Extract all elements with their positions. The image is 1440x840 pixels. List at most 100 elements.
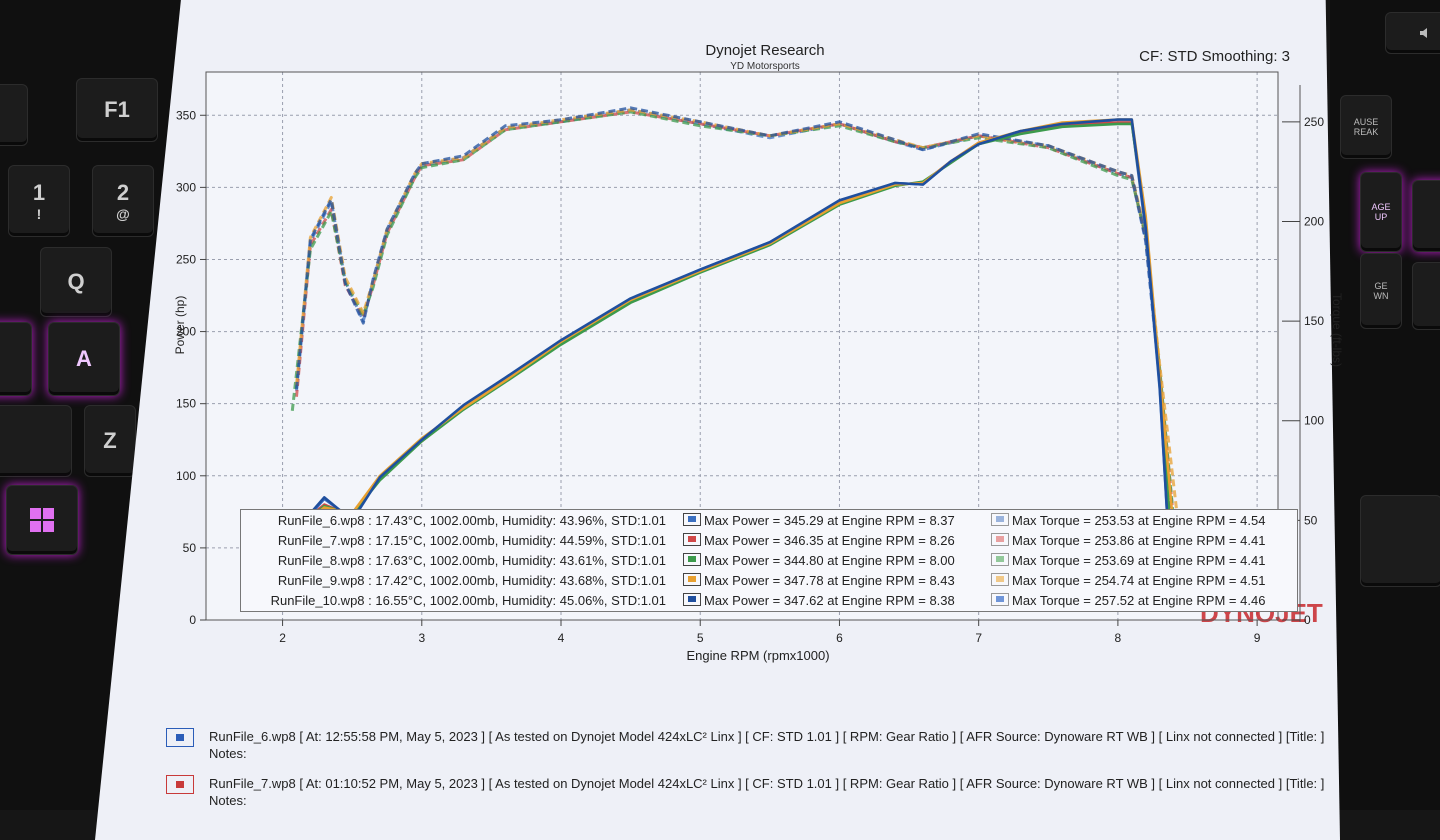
key-1-label: 1 (32, 180, 46, 205)
key-2: 2 @ (92, 165, 154, 237)
torque-swatch (991, 513, 1009, 526)
key-edge-3 (1360, 495, 1440, 587)
legend-torque-text: Max Torque = 254.74 at Engine RPM = 4.51 (1012, 573, 1266, 588)
key-q: Q (40, 247, 112, 317)
torque-line-9 (295, 108, 1180, 521)
y-axis-label-right: Torque (ft-lbs) (1330, 293, 1344, 367)
key-q-label: Q (67, 269, 85, 294)
x-tick-label: 4 (558, 631, 565, 645)
key-pagedown-label2: WN (1373, 291, 1389, 301)
power-swatch-fill (688, 576, 696, 582)
note-label-2: Notes: (209, 793, 247, 808)
torque-swatch-fill (996, 536, 1004, 542)
legend-power-entry: Max Power = 347.62 at Engine RPM = 8.38 (683, 593, 955, 608)
dyno-chart: DYNOJET 2 3 4 5 6 7 8 9050100150200250300350050… (173, 42, 1344, 663)
legend-run-text: RunFile_9.wp8 : 17.42°C, 1002.00mb, Humi… (277, 573, 666, 588)
legend-torque-text: Max Torque = 253.86 at Engine RPM = 4.41 (1012, 533, 1266, 548)
key-pause-break: AUSE REAK (1340, 95, 1392, 159)
torque-line-7 (295, 110, 1176, 521)
key-f1: F1 (76, 78, 158, 142)
power-swatch (683, 593, 701, 606)
windows-logo-icon (30, 508, 54, 532)
key-esc-edge (0, 84, 28, 146)
key-pageup-label: AGE (1371, 202, 1391, 212)
legend-power-text: Max Power = 347.62 at Engine RPM = 8.38 (704, 593, 955, 608)
torque-line-8 (290, 110, 1176, 521)
x-axis-label: Engine RPM (rpmx1000) (686, 648, 829, 663)
x-tick-label: 8 (1115, 631, 1122, 645)
torque-swatch (991, 573, 1009, 586)
keyboard-right: AUSE REAK AGE UP GE WN (1330, 0, 1440, 810)
legend-power-text: Max Power = 347.78 at Engine RPM = 8.43 (704, 573, 955, 588)
x-tick-label: 7 (975, 631, 982, 645)
note-swatch-2-fill (176, 781, 184, 788)
power-swatch (683, 533, 701, 546)
torque-line-10 (295, 106, 1173, 521)
legend-run-text: RunFile_10.wp8 : 16.55°C, 1002.00mb, Hum… (270, 593, 666, 608)
note-swatch-1-fill (176, 734, 184, 741)
legend-run-text: RunFile_7.wp8 : 17.15°C, 1002.00mb, Humi… (277, 533, 666, 548)
note-line-2: RunFile_7.wp8 [ At: 01:10:52 PM, May 5, … (209, 776, 1325, 791)
key-a-label: A (76, 346, 92, 371)
legend-run-text: RunFile_6.wp8 : 17.43°C, 1002.00mb, Humi… (277, 513, 666, 528)
legend-torque-text: Max Torque = 253.53 at Engine RPM = 4.54 (1012, 513, 1266, 528)
y-left-tick-label: 250 (176, 252, 196, 266)
y-right-tick-label: 100 (1304, 414, 1324, 428)
key-windows (6, 485, 78, 555)
power-swatch-fill (688, 536, 696, 542)
power-swatch (683, 553, 701, 566)
corner-label: CF: STD Smoothing: 3 (1139, 48, 1290, 65)
x-tick-label: 3 (418, 631, 425, 645)
key-caps (0, 322, 32, 396)
key-page-down: GE WN (1360, 253, 1402, 329)
y-right-tick-label: 150 (1304, 314, 1324, 328)
x-tick-label: 5 (697, 631, 704, 645)
y-left-tick-label: 350 (176, 108, 196, 122)
x-tick-label: 6 (836, 631, 843, 645)
y-axis-label-left: Power (hp) (173, 296, 187, 355)
chart-subtitle: YD Motorsports (730, 61, 799, 72)
key-1-shift-label: ! (36, 206, 42, 222)
key-pause-label: AUSE (1353, 117, 1379, 127)
key-a: A (48, 322, 120, 396)
x-tick-label: 2 (279, 631, 286, 645)
y-right-tick-label: 50 (1304, 513, 1318, 527)
legend-power-entry: Max Power = 346.35 at Engine RPM = 8.26 (683, 533, 955, 548)
power-swatch-fill (688, 516, 696, 522)
legend-torque-entry: Max Torque = 253.86 at Engine RPM = 4.41 (991, 533, 1265, 548)
speaker-icon (1420, 28, 1427, 38)
y-left-tick-label: 200 (176, 325, 196, 339)
y-left-tick-label: 0 (189, 613, 196, 627)
note-swatch-2 (166, 775, 194, 794)
legend-torque-entry: Max Torque = 257.52 at Engine RPM = 4.46 (991, 593, 1265, 608)
note-swatch-1 (166, 728, 194, 747)
key-z-label: Z (103, 428, 117, 453)
chart-title: Dynojet Research (705, 42, 824, 59)
key-volume (1385, 12, 1440, 54)
torque-swatch (991, 553, 1009, 566)
legend-torque-entry: Max Torque = 254.74 at Engine RPM = 4.51 (991, 573, 1265, 588)
power-line-10 (295, 118, 1173, 577)
torque-swatch (991, 593, 1009, 606)
key-2-shift-label: @ (116, 206, 130, 222)
power-swatch-fill (688, 556, 696, 562)
key-shift (0, 405, 72, 477)
plot-border (205, 71, 1279, 621)
torque-swatch-fill (996, 576, 1004, 582)
legend-power-entry: Max Power = 345.29 at Engine RPM = 8.37 (683, 513, 955, 528)
note-line-1: RunFile_6.wp8 [ At: 12:55:58 PM, May 5, … (209, 729, 1325, 744)
legend-power-text: Max Power = 345.29 at Engine RPM = 8.37 (704, 513, 955, 528)
key-pagedown-label: GE (1374, 281, 1388, 291)
chart-legend: RunFile_6.wp8 : 17.43°C, 1002.00mb, Humi… (240, 509, 1298, 612)
key-1: 1! (8, 165, 70, 237)
y-right-tick-label: 250 (1304, 115, 1324, 129)
y-left-tick-label: 150 (176, 397, 196, 411)
note-label-1: Notes: (209, 746, 247, 761)
legend-power-entry: Max Power = 347.78 at Engine RPM = 8.43 (683, 573, 955, 588)
legend-torque-text: Max Torque = 253.69 at Engine RPM = 4.41 (1012, 553, 1266, 568)
x-tick-label: 9 (1254, 631, 1261, 645)
torque-swatch-fill (996, 516, 1004, 522)
legend-power-text: Max Power = 346.35 at Engine RPM = 8.26 (704, 533, 955, 548)
legend-torque-text: Max Torque = 257.52 at Engine RPM = 4.46 (1012, 593, 1266, 608)
torque-swatch-fill (996, 556, 1004, 562)
